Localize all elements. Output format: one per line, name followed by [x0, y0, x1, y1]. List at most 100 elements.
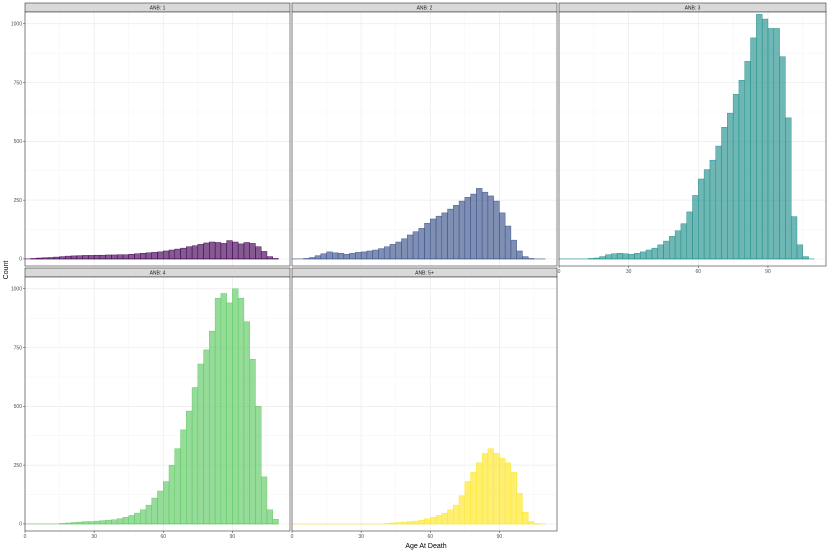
histogram-bar — [151, 252, 158, 260]
histogram-bar — [65, 255, 72, 260]
y-tick-label: 750 — [14, 80, 23, 86]
histogram-bar — [802, 256, 809, 260]
histogram-bar — [441, 512, 448, 525]
histogram-bar — [93, 520, 101, 525]
facet-strip-label: ANB: 4 — [150, 270, 166, 276]
histogram-bar — [709, 159, 716, 260]
histogram-bar — [174, 248, 181, 260]
histogram-bar — [522, 256, 529, 260]
histogram-bar — [412, 231, 419, 260]
histogram-bar — [692, 195, 699, 260]
histogram-bar — [756, 14, 763, 260]
histogram-bar — [401, 238, 408, 260]
histogram-bar — [220, 293, 227, 525]
histogram-bar — [243, 242, 250, 260]
x-tick-label: 30 — [91, 534, 97, 540]
histogram-bar — [640, 251, 647, 260]
x-tick-label: 60 — [160, 534, 166, 540]
histogram-bar — [628, 254, 635, 260]
panel-border — [24, 11, 291, 267]
histogram-bar — [522, 511, 529, 525]
histogram-bar — [458, 200, 466, 260]
histogram-bar — [686, 211, 693, 260]
histogram-bar — [476, 188, 483, 260]
histogram-bar — [232, 241, 239, 260]
histogram-bar — [82, 255, 89, 260]
histogram-bar — [157, 251, 164, 260]
histogram-bar — [657, 244, 664, 260]
histogram-bar — [790, 216, 798, 260]
histogram-bar — [493, 200, 500, 260]
histogram-bar — [441, 212, 448, 260]
y-tick-label: 500 — [14, 404, 23, 410]
histogram-bar — [412, 520, 419, 525]
histogram-bar — [750, 37, 757, 260]
histogram-bar — [727, 112, 734, 260]
histogram-bar — [203, 242, 210, 260]
histogram-bar — [145, 504, 152, 525]
histogram-bar — [197, 363, 204, 525]
histogram-bar — [447, 509, 454, 525]
histogram-bar — [366, 250, 373, 260]
histogram-bar — [128, 254, 135, 260]
histogram-bar — [220, 243, 227, 260]
histogram-bar — [430, 517, 437, 525]
histogram-bar — [516, 493, 523, 525]
histogram-bar — [447, 208, 454, 260]
histogram-bar — [634, 253, 641, 260]
histogram-bar — [645, 249, 653, 260]
histogram-bar — [214, 242, 222, 260]
panel-background — [292, 277, 557, 531]
histogram-bar — [516, 250, 523, 260]
histogram-bar — [88, 521, 95, 525]
facet-strip-label: ANB: 1 — [150, 5, 166, 11]
histogram-bar — [360, 251, 368, 260]
histogram-bar — [785, 117, 792, 260]
histogram-bar — [237, 297, 245, 525]
histogram-bar — [510, 471, 517, 525]
histogram-bar — [378, 248, 385, 260]
histogram-bar — [209, 330, 216, 525]
histogram-bar — [406, 521, 414, 525]
histogram-bar — [168, 249, 176, 260]
histogram-bar — [504, 462, 512, 525]
histogram-bar — [197, 244, 204, 260]
histogram-bar — [260, 251, 268, 260]
y-tick-label: 250 — [14, 198, 23, 204]
histogram-bar — [424, 518, 431, 525]
histogram-bar — [389, 244, 396, 260]
histogram-bar — [249, 243, 256, 260]
histogram-bar — [214, 297, 222, 525]
histogram-bar — [703, 169, 711, 260]
histogram-bar — [669, 236, 676, 260]
histogram-bar — [255, 246, 262, 260]
histogram-bar — [232, 288, 239, 525]
panel-border — [558, 11, 827, 267]
histogram-bar — [680, 223, 687, 260]
histogram-bar — [122, 517, 129, 525]
histogram-bar — [186, 246, 193, 260]
histogram-bar — [139, 509, 147, 525]
histogram-bar — [424, 222, 431, 260]
x-tick-label: 0 — [291, 534, 294, 540]
histogram-bar — [203, 349, 210, 525]
histogram-bar — [88, 255, 95, 260]
histogram-bar — [481, 191, 489, 260]
histogram-bar — [163, 481, 170, 525]
histogram-bar — [616, 253, 624, 260]
y-tick-label: 1000 — [11, 286, 22, 292]
histogram-bar — [191, 245, 199, 260]
histogram-bar — [191, 387, 199, 525]
x-tick-label: 60 — [696, 269, 702, 275]
x-tick-label: 90 — [497, 534, 503, 540]
histogram-bar — [226, 302, 233, 525]
histogram-bar — [464, 197, 471, 260]
histogram-bar — [721, 127, 728, 260]
histogram-bar — [605, 254, 612, 260]
x-tick-label: 60 — [427, 534, 433, 540]
histogram-bar — [738, 79, 745, 260]
histogram-bar — [76, 255, 83, 260]
histogram-bar — [180, 247, 187, 260]
histogram-bar — [116, 254, 124, 260]
histogram-bar — [458, 495, 466, 525]
